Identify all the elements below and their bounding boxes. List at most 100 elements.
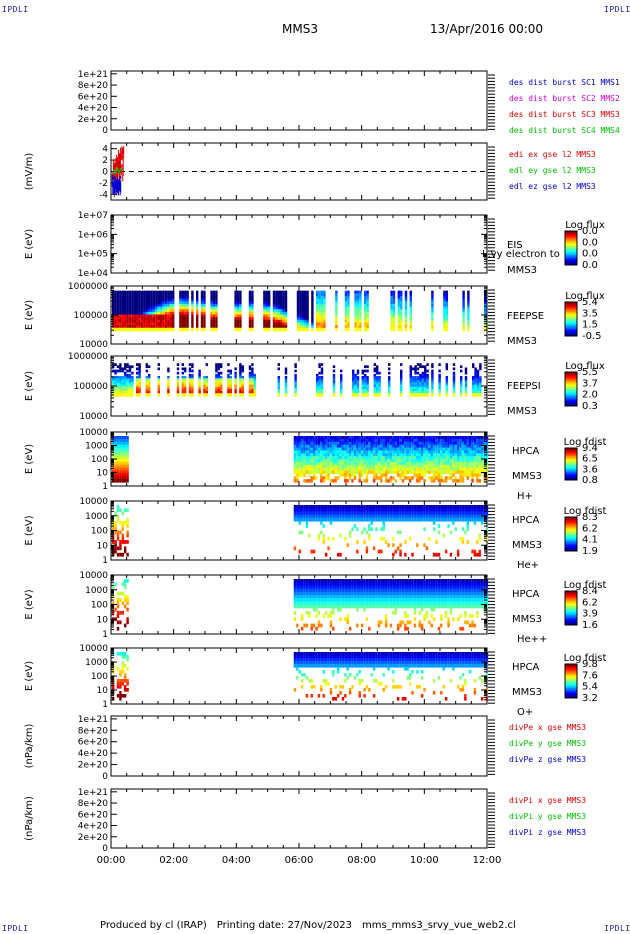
panel-3-cell <box>126 327 129 332</box>
panel-3-cell <box>280 298 283 302</box>
panel-5-cell <box>114 464 117 469</box>
panel-4-cell <box>340 384 343 388</box>
panel-3-cell <box>277 298 280 302</box>
panel-3-cell <box>148 298 151 302</box>
panel-5-cell <box>466 459 469 463</box>
panel-5-cell <box>399 441 402 446</box>
panel-5-cell <box>389 464 393 469</box>
panel-6-cell <box>305 511 309 516</box>
panel-5-cell <box>315 456 318 460</box>
panel-5-cell <box>329 456 333 460</box>
panel-3-cell <box>136 290 139 294</box>
panel-5-cell <box>449 476 453 480</box>
panel-3-cell <box>344 319 348 324</box>
panel-5-cell <box>375 473 378 477</box>
panel-3-cell <box>172 322 175 326</box>
panel-3-cell <box>138 303 141 308</box>
panel-6-cell <box>449 508 453 512</box>
panel-4-cell <box>356 388 360 392</box>
panel-4-cell <box>126 393 129 397</box>
panel-6-cell <box>124 520 127 525</box>
panel-4-cell <box>400 382 403 386</box>
panel-3-cell <box>215 314 218 318</box>
panel-5-cell <box>468 450 472 454</box>
panel-4-cell <box>227 388 230 392</box>
panel-5-colorbar-swatch <box>565 472 577 474</box>
panel-3-cell <box>392 322 396 326</box>
panel-3-cell <box>409 298 412 302</box>
panel-3-cell <box>124 295 127 300</box>
panel-3-cell <box>364 290 367 294</box>
panel-5-cell <box>387 467 390 472</box>
panel-6-ytick-label: 1 <box>102 556 108 566</box>
panel-3-cell <box>215 301 218 305</box>
panel-3-cell <box>119 306 122 310</box>
panel-3-cell <box>124 327 127 332</box>
panel-4-cell <box>128 378 132 381</box>
panel-5-cell <box>392 438 395 443</box>
panel-3-cell <box>275 303 278 308</box>
panel-4-cell <box>239 391 242 394</box>
panel-5-cell <box>384 438 388 443</box>
panel-5-cell <box>365 479 369 483</box>
panel-5-cell <box>372 467 376 472</box>
panel-6-cell <box>454 514 457 519</box>
panel-5-cell <box>114 436 117 440</box>
panel-3-cell <box>133 317 136 321</box>
panel-3-cell <box>191 319 194 324</box>
panel-3-cell <box>145 295 148 300</box>
panel-6-ytick-label: 10 <box>97 541 109 551</box>
panel-6-cell <box>437 511 441 516</box>
panel-3-cell <box>404 314 408 318</box>
panel-6-cell <box>322 508 325 512</box>
panel-5-cell <box>372 456 376 460</box>
corner-label-top-left: IPDLI <box>2 5 29 14</box>
panel-4-cell <box>114 363 117 366</box>
panel-4-cell <box>248 386 252 390</box>
panel-3-cell <box>212 314 216 318</box>
panel-3-cell <box>210 303 213 308</box>
panel-5-cell <box>447 470 450 474</box>
panel-3-cell <box>400 290 403 294</box>
panel-5-cell <box>370 441 373 446</box>
panel-5-cell <box>334 464 337 469</box>
panel-6-cell <box>399 505 402 509</box>
panel-4-cell <box>277 367 280 371</box>
panel-6-cell <box>423 527 426 532</box>
panel-5-cell <box>425 467 429 472</box>
panel-5-cell <box>401 438 405 443</box>
panel-3-cell <box>196 303 199 308</box>
panel-4-cell <box>148 378 151 381</box>
panel-5-cell <box>358 476 361 480</box>
panel-4-cell <box>138 371 141 375</box>
panel-6-cell <box>329 505 333 509</box>
panel-5-cell <box>394 453 397 457</box>
panel-4-cell <box>361 388 364 392</box>
panel-5-cell <box>435 450 438 454</box>
panel-4-cell <box>234 376 237 379</box>
panel-5-cell <box>303 473 306 477</box>
panel-3-cell <box>236 301 240 305</box>
panel-5-cell <box>416 473 419 477</box>
panel-5-cell <box>423 456 426 460</box>
panel-6-spacecraft: MMS3 <box>512 540 542 551</box>
panel-3-cell <box>354 295 357 300</box>
panel-6-cell <box>310 549 313 554</box>
panel-5-cell <box>401 436 405 440</box>
panel-6-cell <box>116 536 120 541</box>
panel-5-cell <box>471 470 474 474</box>
panel-3-cell <box>215 306 218 310</box>
panel-6-cell <box>353 505 357 509</box>
panel-3-cell <box>131 317 134 321</box>
panel-4-cell <box>131 376 134 379</box>
panel-6-cell <box>468 514 472 519</box>
panel-6-cell <box>360 511 364 516</box>
panel-5-cell <box>312 467 316 472</box>
panel-6-cell <box>473 520 477 525</box>
panel-5-cell <box>327 473 330 477</box>
panel-6-cell <box>473 511 477 516</box>
panel-3-cell <box>212 317 216 321</box>
panel-5-cell <box>360 450 364 454</box>
panel-4-colorbar-swatch <box>565 372 577 374</box>
panel-4-cell <box>227 386 230 390</box>
